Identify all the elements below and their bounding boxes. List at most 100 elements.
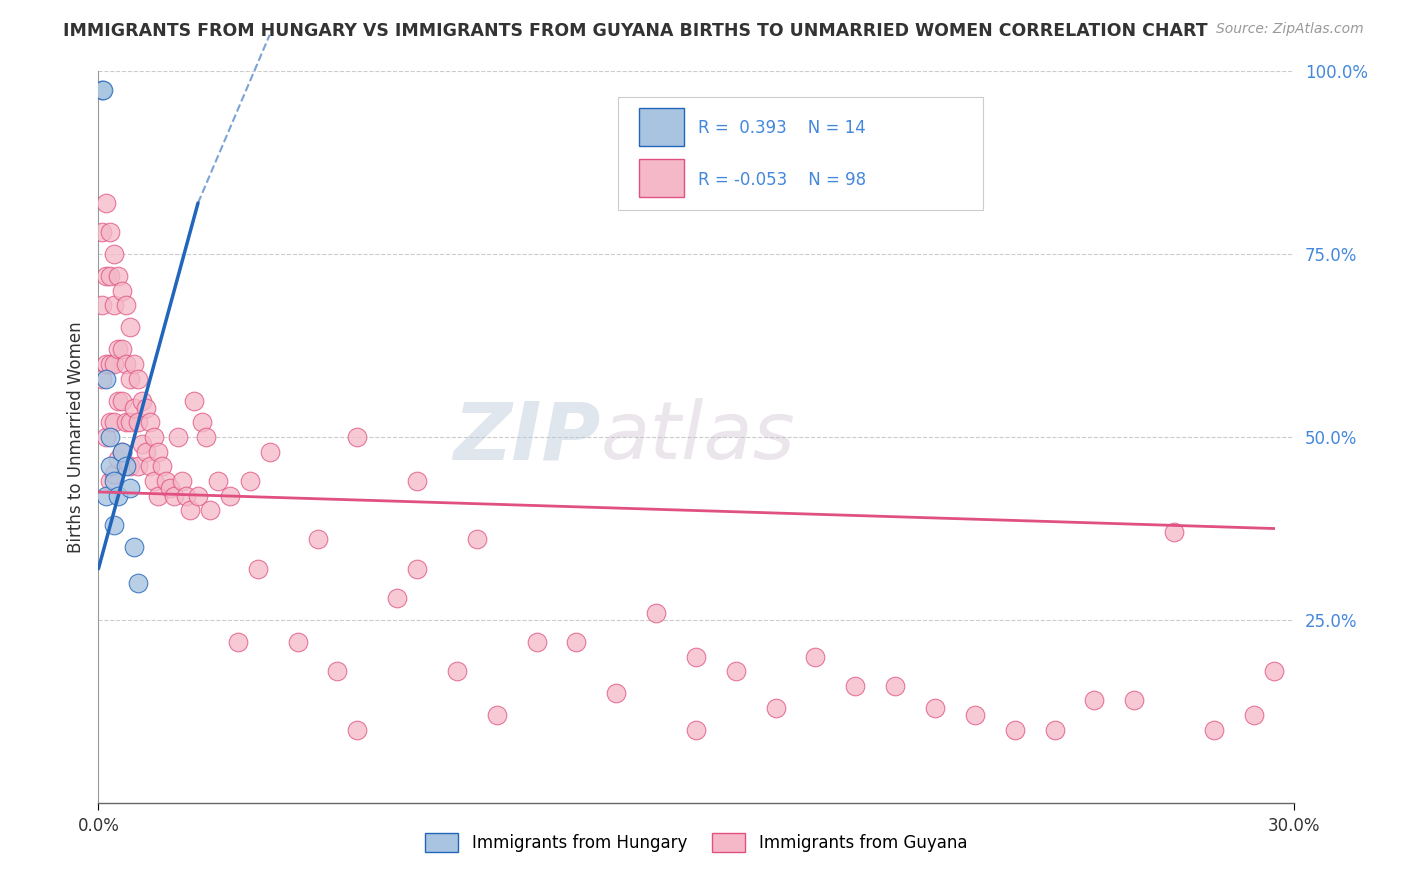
Point bbox=[107, 269, 129, 284]
Point bbox=[844, 679, 866, 693]
Point bbox=[346, 723, 368, 737]
Point bbox=[96, 371, 118, 385]
Text: R =  0.393    N = 14: R = 0.393 N = 14 bbox=[699, 120, 866, 137]
Y-axis label: Births to Unmarried Women: Births to Unmarried Women bbox=[66, 321, 84, 553]
Point bbox=[174, 489, 197, 503]
Point bbox=[924, 700, 946, 714]
Point bbox=[107, 393, 129, 408]
Point bbox=[1043, 723, 1066, 737]
Point bbox=[96, 430, 118, 444]
Point bbox=[804, 649, 827, 664]
Point bbox=[159, 481, 181, 495]
Point bbox=[127, 371, 149, 385]
Point bbox=[91, 83, 114, 97]
Point bbox=[259, 444, 281, 458]
Point bbox=[155, 474, 177, 488]
Point bbox=[107, 343, 129, 357]
Point bbox=[111, 444, 134, 458]
Point bbox=[103, 298, 125, 312]
Point bbox=[148, 489, 170, 503]
Point bbox=[963, 708, 986, 723]
Point bbox=[148, 444, 170, 458]
Text: IMMIGRANTS FROM HUNGARY VS IMMIGRANTS FROM GUYANA BIRTHS TO UNMARRIED WOMEN CORR: IMMIGRANTS FROM HUNGARY VS IMMIGRANTS FR… bbox=[63, 22, 1208, 40]
Point bbox=[127, 416, 149, 430]
Legend: Immigrants from Hungary, Immigrants from Guyana: Immigrants from Hungary, Immigrants from… bbox=[416, 824, 976, 860]
Point bbox=[103, 247, 125, 261]
Point bbox=[111, 393, 134, 408]
Point bbox=[120, 481, 142, 495]
Point bbox=[1263, 664, 1285, 678]
Point bbox=[111, 444, 134, 458]
Point bbox=[346, 430, 368, 444]
Point bbox=[219, 489, 242, 503]
Point bbox=[98, 269, 122, 284]
Point bbox=[91, 225, 114, 239]
Point bbox=[139, 416, 162, 430]
Point bbox=[131, 393, 153, 408]
Point bbox=[195, 430, 218, 444]
Point bbox=[96, 269, 118, 284]
Point bbox=[107, 452, 129, 467]
Point bbox=[103, 467, 125, 481]
Point bbox=[96, 357, 118, 371]
Point bbox=[103, 416, 125, 430]
Point bbox=[98, 474, 122, 488]
Point bbox=[207, 474, 229, 488]
Point bbox=[226, 635, 249, 649]
Point bbox=[135, 444, 157, 458]
Point bbox=[120, 320, 142, 334]
Point bbox=[98, 430, 122, 444]
Point bbox=[191, 416, 214, 430]
Point bbox=[287, 635, 309, 649]
Point bbox=[183, 393, 205, 408]
Point bbox=[131, 437, 153, 451]
Point bbox=[120, 459, 142, 474]
Point bbox=[96, 489, 118, 503]
Text: ZIP: ZIP bbox=[453, 398, 600, 476]
Point bbox=[307, 533, 329, 547]
Point bbox=[605, 686, 627, 700]
Point bbox=[198, 503, 221, 517]
Point bbox=[167, 430, 190, 444]
Point bbox=[115, 357, 138, 371]
Point bbox=[150, 459, 173, 474]
Bar bbox=[638, 108, 685, 146]
Bar bbox=[638, 159, 685, 197]
Point bbox=[111, 284, 134, 298]
Point bbox=[103, 517, 125, 532]
Point bbox=[91, 298, 114, 312]
FancyBboxPatch shape bbox=[619, 97, 983, 211]
Point bbox=[685, 723, 707, 737]
Point bbox=[115, 298, 138, 312]
Point bbox=[124, 357, 146, 371]
Point bbox=[103, 474, 125, 488]
Text: Source: ZipAtlas.com: Source: ZipAtlas.com bbox=[1216, 22, 1364, 37]
Point bbox=[107, 489, 129, 503]
Point bbox=[526, 635, 548, 649]
Point bbox=[1123, 693, 1146, 707]
Point bbox=[385, 591, 409, 605]
Point bbox=[98, 416, 122, 430]
Point bbox=[724, 664, 747, 678]
Point bbox=[565, 635, 588, 649]
Point bbox=[765, 700, 787, 714]
Point bbox=[120, 416, 142, 430]
Point bbox=[111, 343, 134, 357]
Point bbox=[179, 503, 201, 517]
Point bbox=[103, 357, 125, 371]
Point bbox=[1202, 723, 1225, 737]
Point bbox=[239, 474, 262, 488]
Point bbox=[98, 225, 122, 239]
Point bbox=[465, 533, 488, 547]
Point bbox=[485, 708, 508, 723]
Point bbox=[143, 430, 166, 444]
Point bbox=[172, 474, 194, 488]
Point bbox=[143, 474, 166, 488]
Point bbox=[135, 401, 157, 415]
Point bbox=[115, 416, 138, 430]
Point bbox=[115, 459, 138, 474]
Text: R = -0.053    N = 98: R = -0.053 N = 98 bbox=[699, 170, 866, 188]
Point bbox=[246, 562, 269, 576]
Point bbox=[406, 562, 429, 576]
Point bbox=[96, 196, 118, 211]
